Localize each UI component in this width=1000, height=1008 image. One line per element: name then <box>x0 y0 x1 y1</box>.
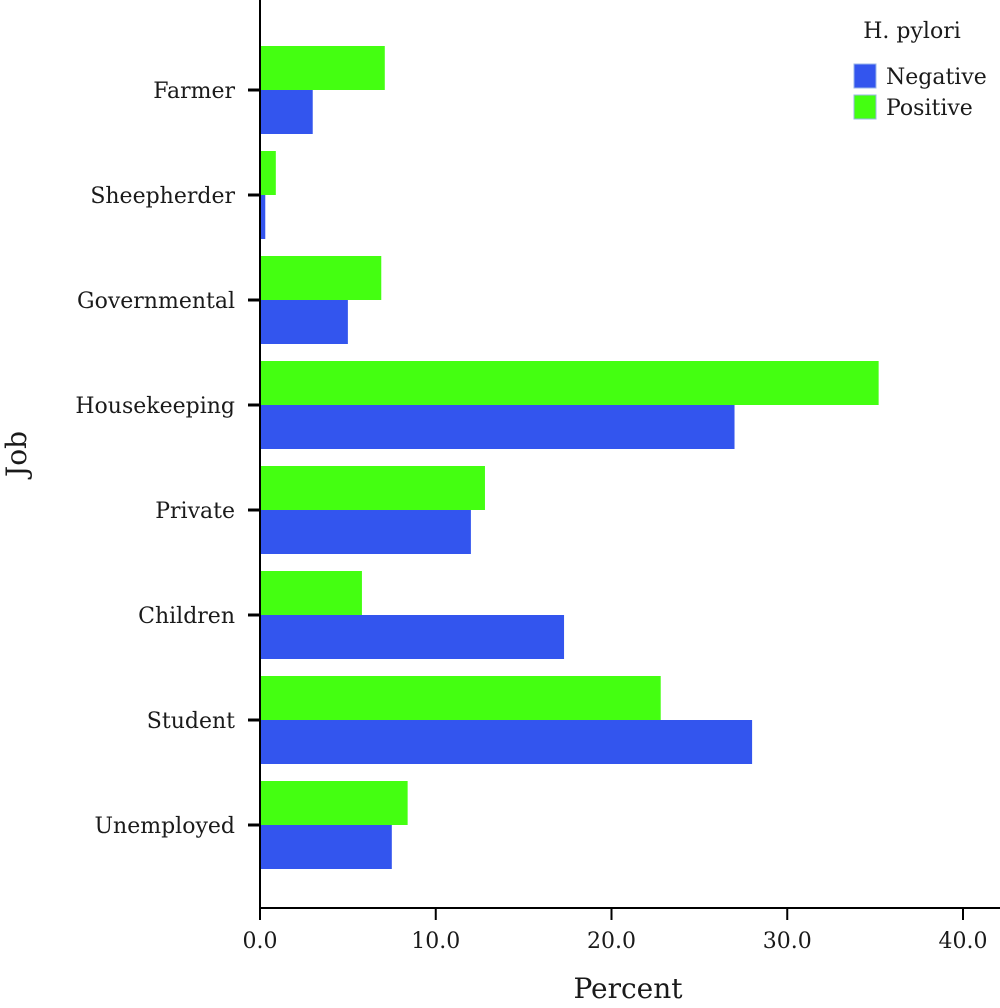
bar-negative-housekeeping <box>260 405 735 449</box>
bar-positive-sheepherder <box>260 151 276 195</box>
bar-negative-sheepherder <box>260 195 266 239</box>
legend-swatch-negative <box>853 63 877 89</box>
bar-positive-farmer <box>260 46 385 90</box>
legend-items: Negative Positive <box>853 63 987 121</box>
bar-positive-unemployed <box>260 781 408 825</box>
y-tick-label: Unemployed <box>95 814 236 839</box>
x-tick-label: 30.0 <box>763 929 812 954</box>
legend-title: H. pylori <box>863 19 961 44</box>
bar-positive-student <box>260 676 661 720</box>
x-tick-label: 10.0 <box>411 929 460 954</box>
bar-positive-housekeeping <box>260 361 879 405</box>
axes-layer <box>259 0 1000 909</box>
y-tick-label: Children <box>138 604 235 629</box>
x-axis-title: Percent <box>573 972 683 1005</box>
bar-negative-student <box>260 720 753 764</box>
bar-positive-children <box>260 571 362 615</box>
x-tick-label: 20.0 <box>587 929 636 954</box>
bar-positive-governmental <box>260 256 382 300</box>
y-tick-label: Housekeeping <box>75 394 235 419</box>
bar-negative-unemployed <box>260 825 392 869</box>
legend-label-positive: Positive <box>886 96 973 121</box>
y-tick-label: Sheepherder <box>90 184 235 209</box>
bars-layer <box>260 46 879 869</box>
x-tick-label: 40.0 <box>939 929 988 954</box>
bar-negative-governmental <box>260 300 348 344</box>
y-ticks: Farmer Sheepherder Governmental Housekeepin… <box>75 79 260 839</box>
x-ticks: 0.0 10.0 20.0 30.0 40.0 <box>243 908 988 954</box>
y-tick-label: Farmer <box>153 79 235 104</box>
x-tick-label: 0.0 <box>243 929 278 954</box>
y-tick-label: Governmental <box>77 289 235 314</box>
bar-negative-children <box>260 615 565 659</box>
bar-negative-private <box>260 510 471 554</box>
bar-negative-farmer <box>260 90 313 134</box>
y-axis-title: Job <box>0 431 33 480</box>
bar-positive-private <box>260 466 485 510</box>
legend-swatch-positive <box>853 94 877 120</box>
y-tick-label: Student <box>147 709 235 734</box>
legend: H. pylori Negative Positive <box>853 19 987 121</box>
y-tick-label: Private <box>155 499 235 524</box>
legend-label-negative: Negative <box>886 65 987 90</box>
